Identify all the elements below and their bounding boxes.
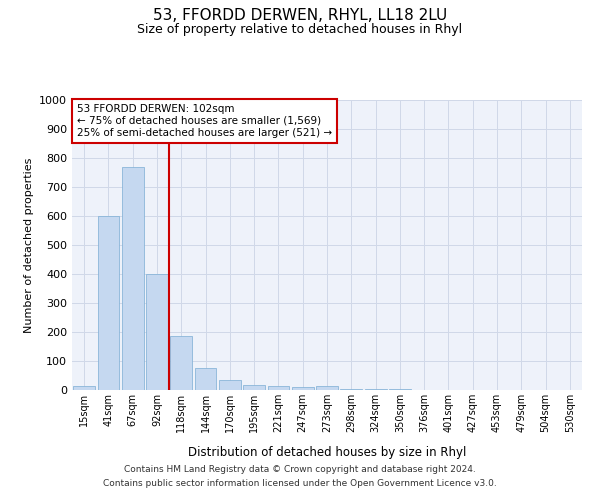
- Text: Contains HM Land Registry data © Crown copyright and database right 2024.
Contai: Contains HM Land Registry data © Crown c…: [103, 466, 497, 487]
- Bar: [97, 216, 119, 390]
- Bar: [146, 274, 168, 390]
- Bar: [73, 386, 95, 390]
- Bar: [340, 389, 362, 390]
- Y-axis label: Number of detached properties: Number of detached properties: [23, 158, 34, 332]
- Text: 53, FFORDD DERWEN, RHYL, LL18 2LU: 53, FFORDD DERWEN, RHYL, LL18 2LU: [153, 8, 447, 22]
- Bar: [219, 380, 241, 390]
- Text: 53 FFORDD DERWEN: 102sqm
← 75% of detached houses are smaller (1,569)
25% of sem: 53 FFORDD DERWEN: 102sqm ← 75% of detach…: [77, 104, 332, 138]
- Text: Size of property relative to detached houses in Rhyl: Size of property relative to detached ho…: [137, 22, 463, 36]
- Text: Distribution of detached houses by size in Rhyl: Distribution of detached houses by size …: [188, 446, 466, 459]
- Bar: [316, 386, 338, 390]
- Bar: [170, 336, 192, 390]
- Bar: [243, 385, 265, 390]
- Bar: [194, 368, 217, 390]
- Bar: [268, 386, 289, 390]
- Bar: [365, 389, 386, 390]
- Bar: [122, 166, 143, 390]
- Bar: [292, 387, 314, 390]
